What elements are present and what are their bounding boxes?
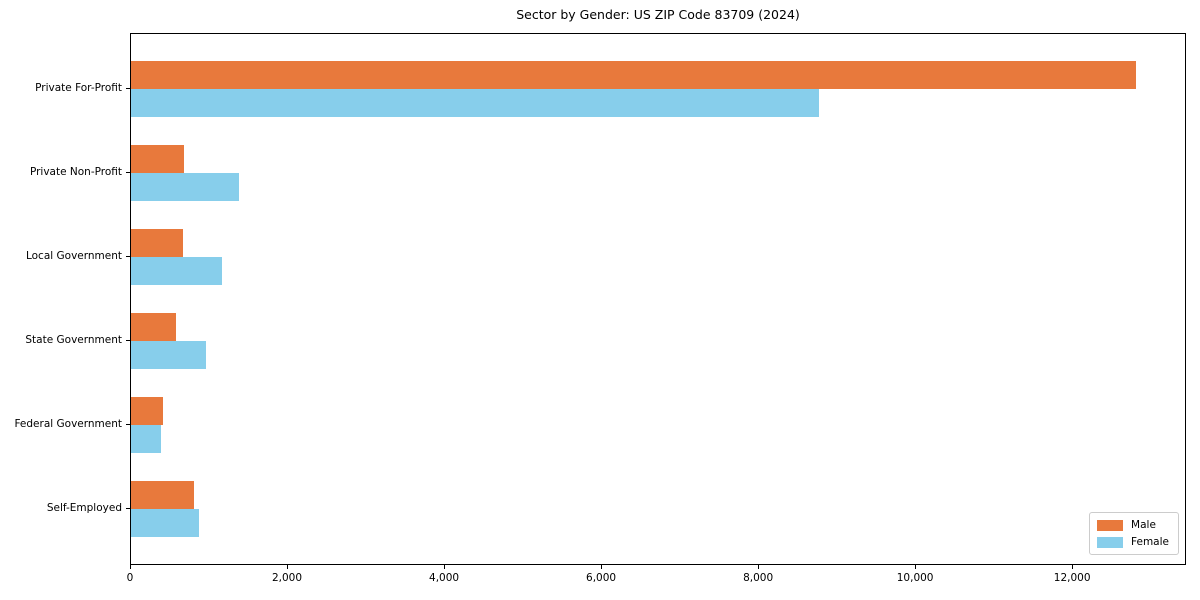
y-tick-mark	[126, 340, 130, 342]
x-tick-label: 12,000	[1053, 572, 1091, 584]
legend-label: Female	[1131, 536, 1169, 548]
y-tick-mark	[126, 256, 130, 258]
bar-male-private-non-profit	[131, 145, 184, 173]
x-tick-label: 6,000	[586, 572, 617, 584]
x-tick-mark	[1072, 565, 1074, 569]
x-tick-mark	[758, 565, 760, 569]
bar-female-private-for-profit	[131, 89, 819, 117]
plot-area: Male Female	[130, 33, 1186, 565]
y-tick-label: Private Non-Profit	[29, 166, 122, 178]
x-tick-label: 2,000	[271, 572, 303, 584]
x-tick-mark	[130, 565, 132, 569]
bar-female-local-government	[131, 257, 222, 285]
x-tick-label: 4,000	[429, 572, 460, 584]
bar-female-state-government	[131, 341, 206, 369]
bar-male-self-employed	[131, 481, 194, 509]
y-tick-mark	[126, 88, 130, 90]
y-tick-label: Federal Government	[14, 418, 122, 430]
bar-male-private-for-profit	[131, 61, 1136, 89]
bar-male-federal-government	[131, 397, 163, 425]
bar-male-local-government	[131, 229, 183, 257]
chart-title: Sector by Gender: US ZIP Code 83709 (202…	[516, 7, 800, 22]
y-tick-label: Local Government	[25, 250, 122, 262]
y-tick-label: Private For-Profit	[35, 82, 122, 94]
x-tick-mark	[444, 565, 446, 569]
y-tick-mark	[126, 424, 130, 426]
legend-item-female: Female	[1097, 536, 1169, 548]
x-tick-label: 10,000	[896, 572, 934, 584]
y-tick-mark	[126, 508, 130, 510]
legend-swatch-female	[1097, 536, 1124, 548]
legend: Male Female	[1089, 512, 1179, 555]
x-tick-label: 0	[126, 572, 134, 584]
bar-male-state-government	[131, 313, 176, 341]
x-tick-mark	[915, 565, 917, 569]
x-tick-mark	[287, 565, 289, 569]
legend-swatch-male	[1097, 519, 1124, 531]
y-tick-label: Self-Employed	[46, 502, 122, 514]
y-tick-label: State Government	[25, 334, 122, 346]
x-tick-mark	[601, 565, 603, 569]
legend-label: Male	[1131, 519, 1156, 531]
x-tick-label: 8,000	[743, 572, 774, 584]
bar-female-private-non-profit	[131, 173, 239, 201]
legend-item-male: Male	[1097, 519, 1169, 531]
bar-female-self-employed	[131, 509, 199, 537]
bar-female-federal-government	[131, 425, 161, 453]
y-tick-mark	[126, 172, 130, 174]
